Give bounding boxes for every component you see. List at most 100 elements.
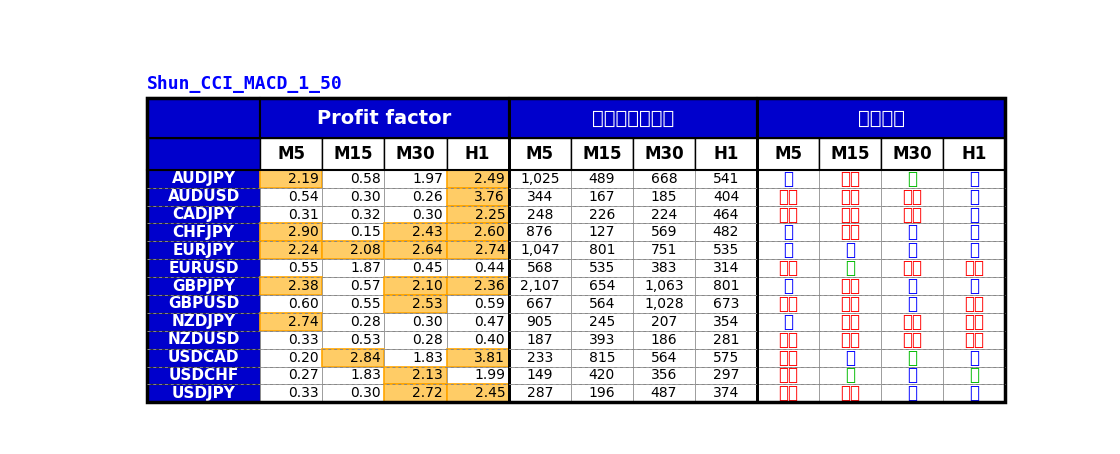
Text: 1.83: 1.83 [351,369,381,382]
Bar [633,277,694,295]
Text: 0.54: 0.54 [288,190,319,204]
Text: 0.57: 0.57 [351,279,381,293]
Text: 優: 優 [969,385,979,402]
Bar [694,188,757,206]
Text: 2.90: 2.90 [288,226,319,239]
Text: 0.53: 0.53 [351,333,381,347]
Text: 0.31: 0.31 [288,207,319,222]
Text: 127: 127 [589,226,615,239]
Bar [819,206,881,223]
Text: 不可: 不可 [778,349,799,367]
Text: 2.84: 2.84 [351,350,381,365]
Bar [571,349,633,366]
Text: 優: 優 [783,223,793,242]
Text: NZDUSD: NZDUSD [167,332,240,347]
Bar [323,170,384,188]
Bar [508,313,571,331]
Text: 149: 149 [526,369,553,382]
Text: 優: 優 [907,223,917,242]
Text: 不可: 不可 [840,277,860,295]
Text: 優: 優 [969,242,979,259]
Text: 優: 優 [969,223,979,242]
Text: 不可: 不可 [840,385,860,402]
Bar [384,277,447,295]
Text: 668: 668 [651,172,678,186]
Text: 不可: 不可 [903,188,922,206]
Bar [571,170,633,188]
Bar [508,98,757,138]
Bar [447,138,508,170]
Text: 優: 優 [969,349,979,367]
Bar [881,313,943,331]
Text: 不可: 不可 [840,295,860,313]
Text: 568: 568 [526,261,553,275]
Bar [694,170,757,188]
Text: 0.60: 0.60 [288,297,319,311]
Bar [323,206,384,223]
Text: 248: 248 [526,207,553,222]
Text: 不可: 不可 [964,259,984,277]
Bar [694,295,757,313]
Text: 優: 優 [969,170,979,188]
Bar [508,242,571,259]
Bar [260,295,323,313]
Text: 1,025: 1,025 [520,172,560,186]
Text: 314: 314 [712,261,739,275]
Bar [819,223,881,242]
Text: 1.99: 1.99 [474,369,505,382]
Bar [147,98,508,402]
Bar [260,331,323,349]
Bar [384,366,447,385]
Bar [694,259,757,277]
Bar [323,331,384,349]
Bar [571,385,633,402]
Bar [447,277,508,295]
Text: 1.97: 1.97 [412,172,444,186]
Text: 優: 優 [907,366,917,385]
Text: 801: 801 [588,243,615,257]
Bar [819,188,881,206]
Bar [384,170,447,188]
Bar [508,138,571,170]
Bar [694,366,757,385]
Bar [633,188,694,206]
Text: 2.64: 2.64 [412,243,444,257]
Text: 不可: 不可 [778,259,799,277]
Bar [881,349,943,366]
Bar [508,188,571,206]
Text: 0.32: 0.32 [351,207,381,222]
Text: M15: M15 [582,145,622,163]
Bar [819,170,881,188]
Text: 0.28: 0.28 [412,333,444,347]
Text: 不可: 不可 [840,331,860,349]
Bar [508,223,571,242]
Bar [447,331,508,349]
Bar [447,385,508,402]
Text: 0.30: 0.30 [351,190,381,204]
Text: 優: 優 [969,277,979,295]
Text: M15: M15 [334,145,373,163]
Bar [881,223,943,242]
Text: 優: 優 [907,277,917,295]
Bar [323,385,384,402]
Text: USDCAD: USDCAD [168,350,240,365]
Bar [694,223,757,242]
Bar [819,259,881,277]
Text: 2.24: 2.24 [288,243,319,257]
Text: 297: 297 [712,369,739,382]
Text: 0.30: 0.30 [412,315,444,329]
Bar [757,277,819,295]
Text: 167: 167 [588,190,615,204]
Bar [881,295,943,313]
Text: 良: 良 [907,170,917,188]
Text: 良: 良 [846,259,856,277]
Bar [633,385,694,402]
Text: 569: 569 [651,226,678,239]
Text: 1,047: 1,047 [520,243,560,257]
Bar [694,138,757,170]
Text: 不可: 不可 [840,170,860,188]
Bar [147,259,260,277]
Bar [757,349,819,366]
Text: 不可: 不可 [778,366,799,385]
Bar [147,170,260,188]
